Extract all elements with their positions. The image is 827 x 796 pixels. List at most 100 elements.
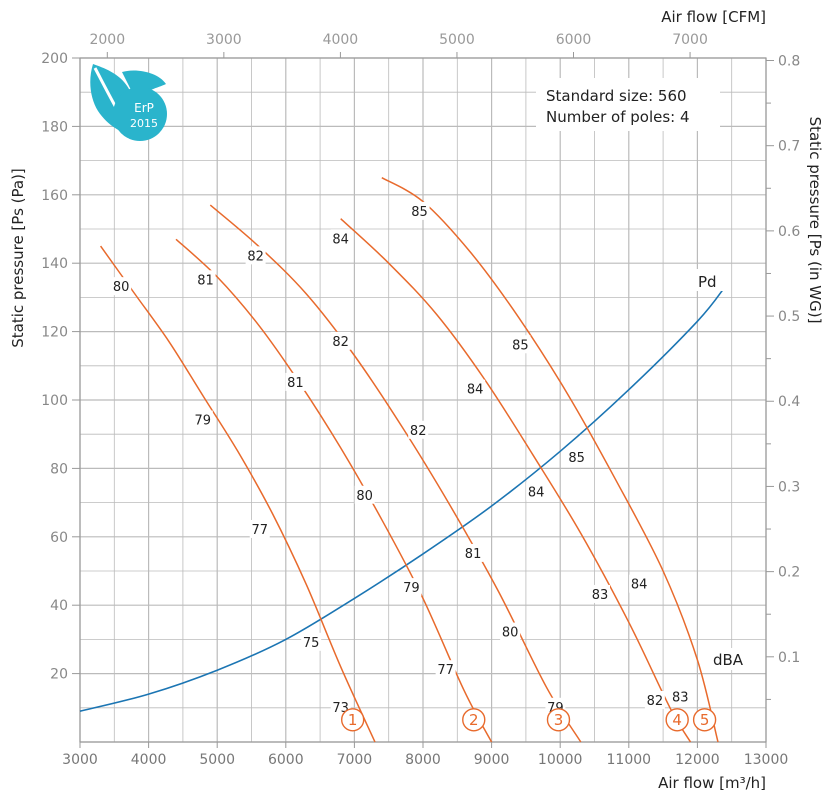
x2-tick-label: 7000 — [672, 32, 708, 48]
fan-number-circle — [546, 708, 571, 732]
curve-label-bg — [192, 410, 213, 429]
pd-label-group: Pd — [694, 269, 726, 291]
x-axis-title: Air flow [m³/h] — [658, 774, 766, 792]
fan-curve-5 — [381, 177, 719, 743]
curve-label: 75 — [303, 636, 320, 651]
x-tick-label: 4000 — [131, 752, 167, 768]
y-tick-label: 60 — [50, 530, 68, 546]
fan-number-label: 2 — [469, 711, 479, 729]
fan-number-circle — [462, 708, 486, 732]
x2-tick-label: 5000 — [439, 32, 475, 48]
x-tick-label: 5000 — [199, 752, 235, 768]
curve-label-bg — [465, 379, 486, 398]
info-number-of-poles: Number of poles: 4 — [546, 108, 690, 126]
curve-label: 79 — [403, 581, 420, 596]
y-tick-label: 140 — [41, 256, 68, 272]
x2-tick-label: 2000 — [89, 32, 125, 48]
y-tick-label: 120 — [41, 325, 68, 341]
x-tick-label: 13000 — [744, 752, 789, 768]
curve-label: 81 — [287, 376, 304, 391]
curve-label-bg — [670, 687, 691, 706]
curve-label-bg — [285, 372, 306, 391]
curve-label: 82 — [332, 335, 349, 350]
curve-label-bg — [644, 690, 665, 709]
curve-label-bg — [510, 335, 531, 354]
curve-label: 82 — [247, 249, 264, 264]
curve-label: 83 — [672, 691, 689, 706]
x-tick-label: 3000 — [62, 752, 98, 768]
curve-label-bg — [566, 448, 587, 467]
grid — [79, 57, 767, 743]
fan-number-label: 5 — [700, 711, 710, 729]
curve-label-bg — [526, 482, 547, 501]
curve-label-bg — [111, 277, 132, 296]
curve-label-bg — [409, 201, 430, 220]
fan-curve-3 — [209, 204, 582, 743]
y-tick-label: 180 — [41, 119, 68, 135]
x-tick-label: 11000 — [607, 752, 652, 768]
erp-badge: ErP 2015 — [90, 64, 167, 141]
y-tick-label: 80 — [50, 461, 68, 477]
curve-label: 80 — [502, 626, 519, 641]
badge-top-text: ErP — [134, 101, 154, 115]
curve-label-bg — [354, 485, 375, 504]
curve-label-bg — [408, 420, 429, 439]
pd-label: Pd — [698, 273, 717, 291]
curve-label: 79 — [195, 414, 212, 429]
x2-axis-title: Air flow [CFM] — [661, 8, 766, 26]
curve-label: 83 — [592, 588, 609, 603]
y-tick-label: 40 — [50, 598, 68, 614]
y2-tick-label: 0.1 — [778, 650, 800, 666]
y2-tick-label: 0.6 — [778, 224, 800, 240]
curve-label: 82 — [647, 694, 664, 709]
y-tick-label: 100 — [41, 393, 68, 409]
curve-label-bg — [500, 622, 521, 641]
curve-label-bg — [330, 229, 351, 248]
x-tick-label: 6000 — [268, 752, 304, 768]
curve-label: 81 — [197, 273, 214, 288]
curve-label: 77 — [437, 663, 454, 678]
curve-label: 84 — [528, 485, 545, 500]
y2-tick-label: 0.4 — [778, 394, 800, 410]
fan-number-label: 1 — [348, 711, 358, 729]
info-box: Standard size: 560 Number of poles: 4 — [536, 78, 720, 131]
fan-number-circle — [340, 708, 365, 732]
x2-tick-label: 3000 — [206, 32, 242, 48]
curve-label: 84 — [631, 578, 648, 593]
curve-labels: 8079777573181818079772828282818079384848… — [111, 201, 717, 732]
fan-number-circle — [665, 708, 689, 732]
y2-tick-label: 0.5 — [778, 309, 800, 325]
curve-label: 82 — [410, 424, 427, 439]
fan-number-label: 3 — [554, 711, 564, 729]
pd-curve — [79, 286, 726, 712]
curve-label-bg — [401, 578, 422, 597]
info-standard-size: Standard size: 560 — [546, 87, 687, 105]
badge-circle — [113, 87, 167, 141]
y2-tick-label: 0.3 — [778, 479, 800, 495]
curve-label: 85 — [568, 451, 585, 466]
curve-label-bg — [301, 632, 322, 651]
curve-label-bg — [249, 519, 270, 538]
y2-tick-label: 0.7 — [778, 139, 800, 155]
fan-number-circle — [692, 708, 717, 732]
curve-label: 80 — [113, 280, 130, 295]
y-tick-label: 160 — [41, 188, 68, 204]
fan-curve-1 — [99, 245, 376, 743]
curve-label-bg — [245, 246, 266, 265]
dba-label: dBA — [713, 651, 744, 669]
y-tick-label: 20 — [50, 667, 68, 683]
curve-label: 84 — [467, 383, 484, 398]
y2-tick-label: 0.8 — [778, 53, 800, 69]
tick-labels: 3000 4000 5000 6000 7000 8000 9000 10000 11000 12… — [41, 32, 800, 768]
curve-label: 85 — [512, 338, 529, 353]
dba-label-group: dBA — [709, 648, 759, 670]
curve-label: 85 — [411, 205, 428, 220]
curve-label-bg — [330, 331, 351, 350]
curve-label-bg — [589, 584, 610, 603]
curves — [79, 177, 726, 743]
x-tick-label: 7000 — [337, 752, 373, 768]
x2-tick-label: 6000 — [556, 32, 592, 48]
x-tick-label: 10000 — [538, 752, 583, 768]
curve-label: 77 — [251, 523, 268, 538]
